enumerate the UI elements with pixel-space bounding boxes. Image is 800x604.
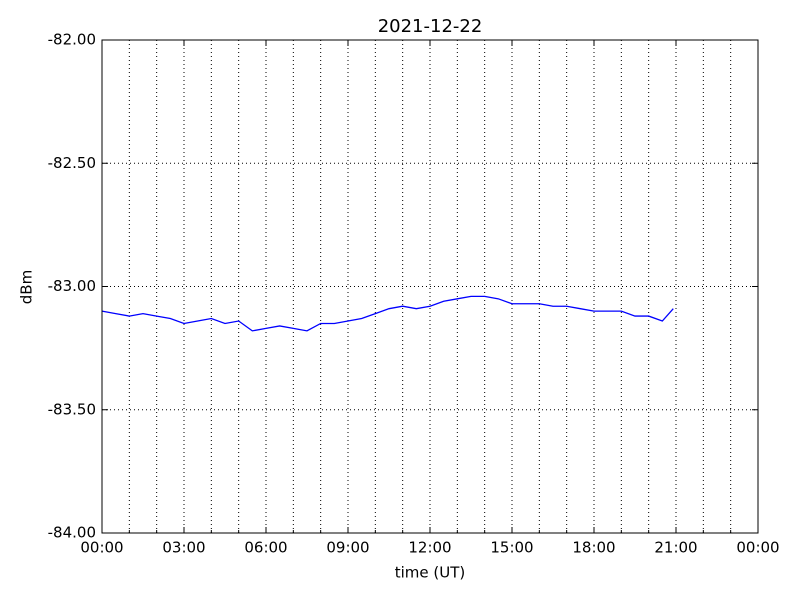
x-tick-label: 18:00 bbox=[572, 539, 615, 557]
x-tick-label: 03:00 bbox=[162, 539, 205, 557]
y-tick-label: -83.50 bbox=[48, 400, 96, 418]
x-tick-label: 06:00 bbox=[244, 539, 287, 557]
chart-title: 2021-12-22 bbox=[378, 16, 483, 37]
data-line bbox=[101, 295, 674, 332]
x-tick-label: 12:00 bbox=[408, 539, 451, 557]
plot-frame bbox=[101, 39, 759, 534]
x-tick-label: 09:00 bbox=[326, 539, 369, 557]
y-tick-label: -82.00 bbox=[48, 31, 96, 49]
y-tick-label: -82.50 bbox=[48, 154, 96, 172]
x-tick-label: 21:00 bbox=[654, 539, 697, 557]
x-tick-label: 00:00 bbox=[736, 539, 779, 557]
x-tick-label: 15:00 bbox=[490, 539, 533, 557]
y-tick-label: -83.00 bbox=[48, 277, 96, 295]
y-tick-label: -84.00 bbox=[48, 524, 96, 542]
x-axis-label: time (UT) bbox=[395, 564, 466, 582]
x-tick-label: 00:00 bbox=[80, 539, 123, 557]
y-axis-label: dBm bbox=[18, 270, 36, 304]
